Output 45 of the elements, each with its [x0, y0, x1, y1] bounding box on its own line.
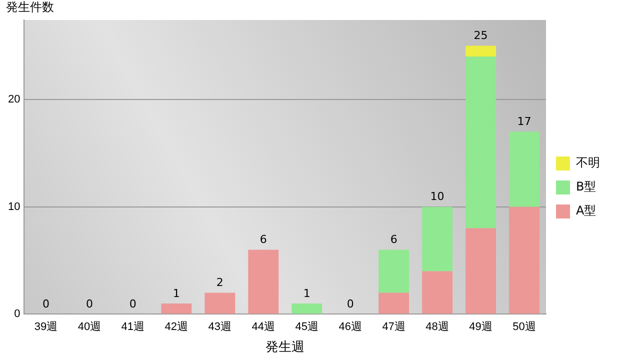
x-tick-label: 44週 — [252, 320, 275, 333]
bar — [378, 292, 410, 314]
bar — [292, 303, 322, 314]
x-tick-label: 40週 — [78, 320, 102, 333]
total-label: 6 — [260, 233, 267, 246]
total-label: 0 — [129, 298, 136, 311]
legend-label: A型 — [576, 204, 596, 218]
x-tick-label: 50週 — [512, 320, 536, 333]
bar — [466, 46, 496, 57]
x-tick-label: 43週 — [208, 320, 232, 333]
bar — [422, 271, 453, 314]
y-tick-label: 0 — [14, 308, 20, 320]
x-tick-label: 42週 — [164, 320, 188, 333]
x-tick-label: 48週 — [426, 320, 449, 333]
total-label: 17 — [517, 115, 532, 128]
total-label: 0 — [86, 298, 93, 311]
total-label: 25 — [474, 29, 488, 42]
y-tick-label: 20 — [8, 93, 20, 106]
x-tick-label: 46週 — [338, 320, 362, 333]
y-tick-label: 10 — [8, 200, 20, 213]
bar — [509, 206, 540, 314]
bar — [509, 132, 540, 207]
legend-label: 不明 — [576, 156, 600, 170]
bar — [422, 206, 453, 272]
x-tick-label: 47週 — [382, 320, 406, 333]
bar — [248, 250, 279, 314]
x-tick-label: 39週 — [34, 320, 58, 333]
bar — [378, 250, 410, 293]
total-label: 1 — [303, 286, 310, 300]
bar — [161, 303, 192, 314]
x-tick-label: 49週 — [469, 320, 492, 333]
total-label: 0 — [42, 298, 50, 311]
total-label: 2 — [216, 276, 224, 290]
total-label: 10 — [430, 190, 444, 204]
total-label: 1 — [172, 286, 180, 300]
bar — [466, 56, 496, 228]
x-tick-label: 41週 — [121, 320, 145, 333]
legend-label: B型 — [576, 180, 596, 194]
total-label: 6 — [390, 233, 398, 246]
x-tick-label: 45週 — [295, 320, 318, 333]
bar — [204, 292, 236, 314]
y-axis-title: 発生件数 — [6, 0, 54, 14]
total-label: 0 — [346, 298, 354, 311]
x-axis-title: 発生週 — [266, 338, 305, 354]
bar — [466, 228, 496, 314]
